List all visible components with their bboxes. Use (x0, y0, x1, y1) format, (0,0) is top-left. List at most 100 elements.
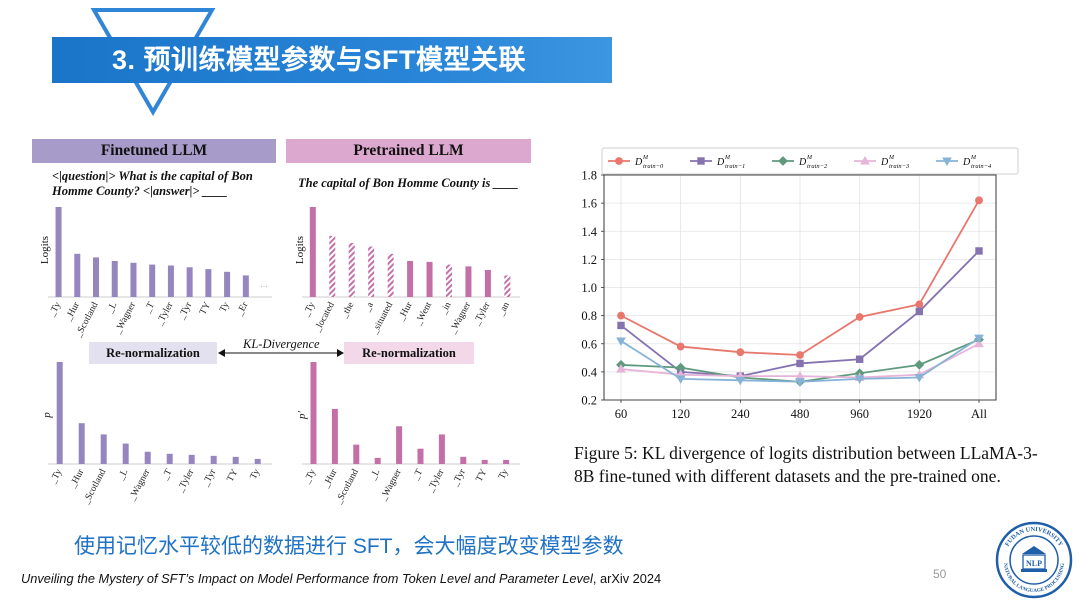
series-1-point-4 (855, 355, 864, 363)
bar-pt_logits-1 (329, 235, 336, 297)
series-1-point-3 (796, 359, 804, 368)
bar-pt_p-2 (353, 444, 360, 464)
legend-label-sub: train−3 (889, 163, 910, 170)
chart-xtick-label: 240 (731, 407, 750, 421)
series-4 (616, 334, 984, 387)
legend-marker-3 (860, 155, 870, 165)
series-4-point-3 (795, 378, 805, 387)
legend-label-sup: M (642, 155, 649, 161)
series-4-point-2 (735, 376, 746, 386)
title-banner (52, 37, 612, 83)
bar-panel-pt_p: p'_Ty _Hur_Scotland _L_Wagner _T _Tyler _Tyr T… (296, 362, 520, 507)
citation: Unveiling the Mystery of SFT’s Impact on… (21, 571, 661, 586)
bar-label-pt_logits-3: _a (362, 300, 376, 314)
bar-ft_logits-1 (74, 253, 81, 297)
series-0 (617, 196, 983, 359)
bar-label-ft_p-7: _Tyr (201, 467, 219, 489)
chart-xtick-label: 120 (671, 407, 690, 421)
chart-ytick-label: 1.0 (581, 281, 597, 295)
kl-divergence-label: KL-Divergence (240, 337, 323, 352)
slide-summary: 使用记忆水平较低的数据进行 SFT，会大幅度改变模型参数 (74, 535, 624, 558)
bar-label-ft_p-1: _Hur (68, 467, 87, 491)
bar-pt_p-5 (417, 448, 424, 464)
bar-ft_p-8 (232, 456, 239, 464)
bar-label-ft_p-8: TY (226, 468, 241, 484)
finetuned-renormalization-label: Re-normalization (89, 342, 217, 364)
series-3-point-0 (616, 364, 626, 373)
legend-marker-1 (697, 157, 705, 165)
citation-venue: , arXiv 2024 (592, 571, 662, 586)
series-0-point-6 (975, 196, 983, 205)
series-2-point-5 (914, 359, 925, 370)
bar-label-ft_p-5: _T (160, 468, 174, 483)
bar-label-ft_p-9: Ty (249, 467, 263, 481)
series-4-point-5 (914, 374, 925, 383)
series-4-point-6 (974, 334, 984, 344)
bar-panel-ylabel: Logits (39, 236, 51, 264)
bar-label-pt_p-7: _Tyr (450, 467, 468, 489)
bar-label-ft_p-6: _Tyler (175, 467, 196, 495)
pretrained-llm-header: Pretrained LLM (286, 139, 531, 163)
bar-label-pt_logits-5: _Hur (396, 300, 415, 324)
figure-caption: Figure 5: KL divergence of logits distri… (574, 443, 1038, 486)
bar-ft_p-1 (78, 423, 85, 464)
chart-ytick-label: 0.4 (581, 365, 597, 379)
bar-pt_logits-4 (387, 253, 394, 297)
legend-label-sub: train−2 (807, 163, 828, 170)
fudan-nlp-logo: FUDAN UNIVERSITY NATURAL LANGUAGE PROCES… (995, 521, 1073, 599)
bar-ft_p-5 (166, 453, 173, 464)
chart-ytick-label: 1.4 (581, 225, 597, 239)
chart-xtick-label: 960 (850, 407, 869, 421)
bar-label-ft_logits-3: _L (105, 301, 119, 316)
bar-pt_logits-6 (426, 261, 433, 297)
legend-label-sup: M (724, 155, 731, 161)
bar-ft_logits-2 (93, 257, 100, 297)
bar-label-ft_logits-6: _Tyler (155, 300, 176, 328)
bar-pt_p-6 (438, 434, 445, 464)
bar-ft_logits-7 (186, 267, 193, 297)
legend-marker-0 (615, 157, 623, 165)
bar-panel-pt_logits: Logits_Ty_located _the _a_situated _Hur _Wen… (294, 207, 520, 337)
bar-pt_logits-10 (504, 275, 511, 297)
chart-frame (603, 174, 997, 401)
series-0-point-1 (676, 342, 685, 351)
bar-ft_p-6 (188, 454, 195, 464)
bar-pt_logits-5 (407, 261, 414, 297)
bar-panel-ylabel: Logits (294, 236, 306, 264)
page-number: 50 (933, 567, 947, 581)
bar-label-pt_logits-0: _Ty (301, 300, 317, 319)
legend-label-main: D (716, 157, 725, 168)
bar-pt_p-0 (310, 362, 317, 464)
bar-pt_p-3 (374, 457, 381, 464)
series-0-point-0 (617, 311, 625, 320)
bar-pt_logits-9 (484, 270, 491, 297)
series-0-point-3 (796, 351, 804, 359)
bar-label-pt_p-9: Ty (497, 467, 511, 481)
bar-ft_logits-10 (242, 275, 249, 297)
bar-label-pt_p-3: _L (368, 468, 382, 483)
pretrained-renormalization-label: Re-normalization (344, 342, 474, 364)
bar-pt_logits-2 (348, 243, 355, 297)
bar-label-pt_logits-10: _an (496, 300, 512, 318)
bar-ft_p-3 (122, 443, 129, 464)
bar-label-pt_logits-2: _the (339, 301, 356, 321)
bar-pt_logits-0 (309, 207, 316, 297)
bar-pt_p-9 (503, 459, 510, 464)
legend-label-main: D (962, 157, 971, 168)
chart-xtick-label: 1920 (907, 407, 932, 421)
chart-ytick-label: 1.6 (581, 197, 597, 211)
bar-ft_logits-0 (55, 207, 62, 297)
bar-ft_logits-8 (205, 269, 212, 297)
bar-ft_p-9 (254, 458, 261, 464)
finetuned-prompt: <|question|> What is the capital of Bon … (52, 169, 253, 198)
bar-pt_logits-7 (445, 264, 452, 297)
finetuned-llm-header: Finetuned LLM (32, 139, 276, 163)
bar-label-ft_logits-8: TY (198, 301, 213, 317)
bar-ft_p-2 (100, 434, 107, 464)
bar-panel-ft_logits: Logits_Ty _Hur_Scotland _L_Wagner _T_Tyler _… (39, 207, 272, 340)
legend-label-sub: train−4 (971, 163, 992, 170)
